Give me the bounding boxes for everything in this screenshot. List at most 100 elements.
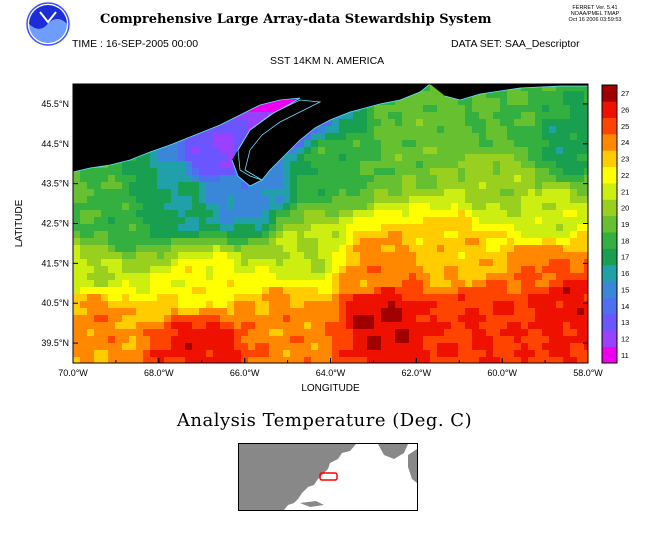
heatmap-cell <box>556 210 564 218</box>
heatmap-cell <box>381 231 389 239</box>
heatmap-cell <box>227 154 235 162</box>
heatmap-cell <box>577 105 585 113</box>
heatmap-cell <box>493 196 501 204</box>
heatmap-cell <box>535 238 543 246</box>
heatmap-cell <box>80 266 88 274</box>
heatmap-cell <box>353 329 361 337</box>
heatmap-cell <box>423 126 431 134</box>
heatmap-cell <box>241 301 249 309</box>
heatmap-cell <box>486 245 494 253</box>
heatmap-cell <box>122 294 130 302</box>
heatmap-cell <box>521 154 529 162</box>
heatmap-cell <box>514 161 522 169</box>
heatmap-cell <box>360 266 368 274</box>
heatmap-cell <box>528 217 536 225</box>
heatmap-cell <box>192 175 200 183</box>
heatmap-cell <box>374 350 382 358</box>
heatmap-cell <box>416 140 424 148</box>
heatmap-cell <box>199 196 207 204</box>
heatmap-cell <box>549 280 557 288</box>
heatmap-cell <box>374 147 382 155</box>
colorbar-label: 13 <box>621 318 629 327</box>
heatmap-cell <box>220 189 228 197</box>
heatmap-cell <box>563 126 571 134</box>
heatmap-cell <box>465 196 473 204</box>
heatmap-cell <box>290 336 298 344</box>
heatmap-cell <box>325 315 333 323</box>
heatmap-cell <box>143 161 151 169</box>
heatmap-cell <box>255 322 263 330</box>
heatmap-cell <box>178 343 186 351</box>
heatmap-cell <box>220 308 228 316</box>
heatmap-cell <box>269 175 277 183</box>
heatmap-cell <box>290 259 298 267</box>
heatmap-cell <box>451 203 459 211</box>
heatmap-cell <box>304 322 312 330</box>
heatmap-cell <box>507 98 515 106</box>
heatmap-cell <box>136 350 144 358</box>
colorbar-swatch <box>602 134 617 151</box>
colorbar-label: 24 <box>621 138 629 147</box>
heatmap-cell <box>430 287 438 295</box>
heatmap-cell <box>332 273 340 281</box>
heatmap-cell <box>381 105 389 113</box>
heatmap-cell <box>136 231 144 239</box>
colorbar-label: 21 <box>621 187 629 196</box>
heatmap-cell <box>311 189 319 197</box>
heatmap-cell <box>73 252 81 260</box>
heatmap-cell <box>185 280 193 288</box>
heatmap-cell <box>423 189 431 197</box>
heatmap-cell <box>486 210 494 218</box>
heatmap-cell <box>563 252 571 260</box>
heatmap-cell <box>486 140 494 148</box>
heatmap-cell <box>563 336 571 344</box>
heatmap-cell <box>577 112 585 120</box>
heatmap-cell <box>472 175 480 183</box>
heatmap-cell <box>535 308 543 316</box>
heatmap-cell <box>255 357 263 364</box>
heatmap-cell <box>444 238 452 246</box>
heatmap-cell <box>570 287 578 295</box>
heatmap-cell <box>108 252 116 260</box>
heatmap-cell <box>542 168 550 176</box>
heatmap-cell <box>346 343 354 351</box>
heatmap-cell <box>164 189 172 197</box>
heatmap-cell <box>241 210 249 218</box>
heatmap-cell <box>248 343 256 351</box>
heatmap-cell <box>479 112 487 120</box>
heatmap-cell <box>269 287 277 295</box>
heatmap-cell <box>206 224 214 232</box>
heatmap-cell <box>402 287 410 295</box>
heatmap-cell <box>339 350 347 358</box>
heatmap-cell <box>304 196 312 204</box>
heatmap-cell <box>577 168 585 176</box>
heatmap-cell <box>409 161 417 169</box>
heatmap-cell <box>444 343 452 351</box>
heatmap-cell <box>458 133 466 141</box>
dataset-label: DATA SET: SAA_Descriptor <box>451 38 580 50</box>
heatmap-cell <box>472 126 480 134</box>
heatmap-cell <box>248 357 256 364</box>
heatmap-cell <box>283 329 291 337</box>
heatmap-cell <box>346 336 354 344</box>
heatmap-cell <box>234 231 242 239</box>
heatmap-cell <box>528 238 536 246</box>
heatmap-cell <box>248 182 256 190</box>
heatmap-cell <box>514 203 522 211</box>
heatmap-cell <box>339 133 347 141</box>
heatmap-cell <box>444 182 452 190</box>
heatmap-cell <box>241 133 249 141</box>
heatmap-cell <box>528 273 536 281</box>
heatmap-cell <box>451 175 459 183</box>
heatmap-cell <box>500 238 508 246</box>
heatmap-cell <box>535 301 543 309</box>
heatmap-cell <box>556 126 564 134</box>
heatmap-cell <box>430 196 438 204</box>
heatmap-cell <box>416 168 424 176</box>
heatmap-cell <box>150 175 158 183</box>
heatmap-cell <box>178 273 186 281</box>
heatmap-cell <box>115 343 123 351</box>
heatmap-cell <box>458 105 466 113</box>
heatmap-cell <box>255 245 263 253</box>
heatmap-cell <box>283 189 291 197</box>
